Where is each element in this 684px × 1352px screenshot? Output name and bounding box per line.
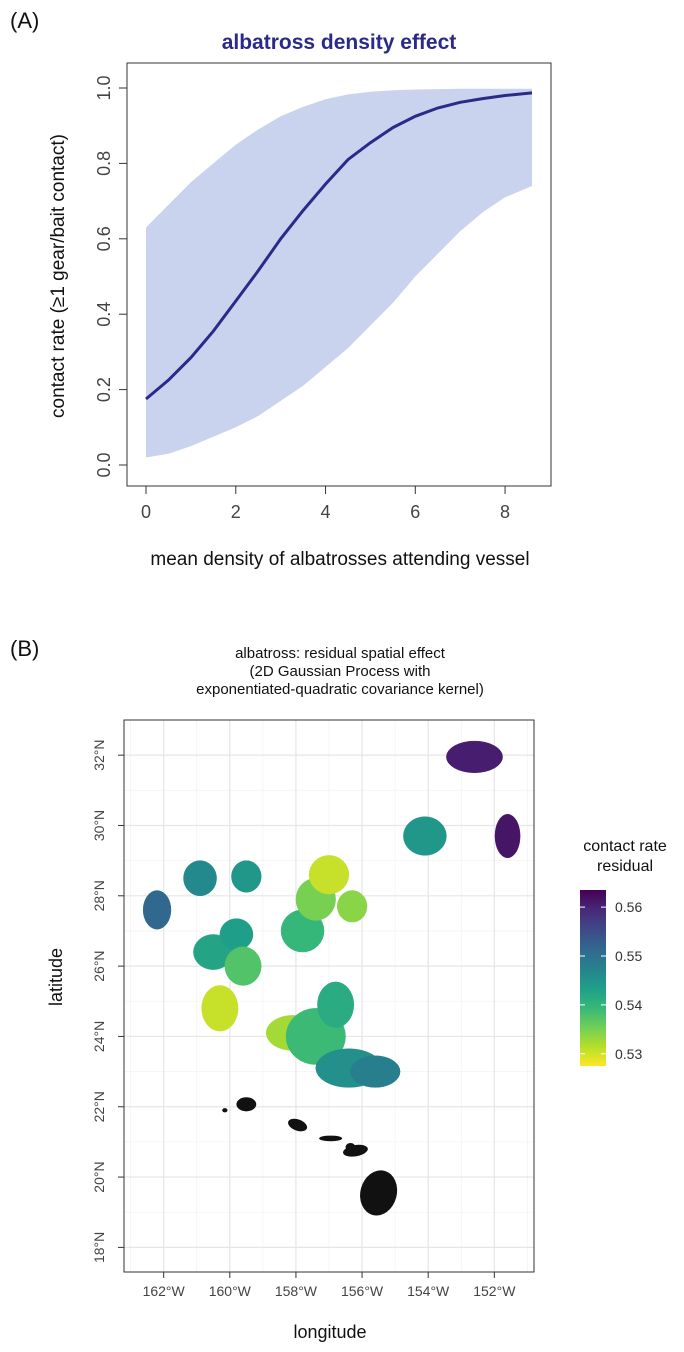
residual-region [308,855,350,895]
island [236,1097,257,1112]
y-tick-label: 0.0 [94,452,114,477]
y-tick-label: 0.8 [94,151,114,176]
y-axis-label: contact rate (≥1 gear/bait contact) [48,134,69,418]
plot-frame [126,62,552,487]
colorbar-tick-label: 0.55 [615,948,642,964]
residual-region [219,918,254,951]
y-tick-label: 0.6 [94,226,114,251]
x-tick-label: 152°W [473,1283,516,1299]
y-tick-label: 22°N [91,1091,107,1122]
y-tick-label: 26°N [91,950,107,981]
x-tick-label: 6 [410,502,420,522]
panel-a-label: (A) [10,8,40,33]
island [343,1144,368,1157]
residual-region [350,1055,401,1088]
y-tick-label: 30°N [91,810,107,841]
residual-region [231,860,262,893]
residual-region [183,860,217,897]
panel-b-label: (B) [10,636,40,661]
residual-region [142,890,172,930]
x-axis-label: mean density of albatrosses attending ve… [150,549,529,570]
residual-region [403,816,447,856]
island [288,1118,308,1132]
residual-region [224,946,262,986]
island [222,1108,228,1113]
x-axis-label: longitude [293,1322,366,1342]
chart-b-subtitle-line: exponentiated-quadratic covariance kerne… [196,681,484,698]
y-tick-label: 20°N [91,1161,107,1192]
colorbar-tick-label: 0.56 [615,899,642,915]
y-tick-label: 18°N [91,1232,107,1263]
colorbar-tick-label: 0.54 [615,997,642,1013]
map-frame [123,719,535,1273]
x-tick-label: 156°W [341,1283,384,1299]
y-axis-label: latitude [46,948,66,1006]
island [360,1170,398,1216]
y-tick-label: 1.0 [94,75,114,100]
x-tick-label: 2 [231,502,241,522]
colorbar [580,890,606,1066]
chart-b-title: albatross: residual spatial effect [235,645,446,662]
residual-region [446,740,503,773]
y-tick-label: 24°N [91,1021,107,1052]
residual-spatial-map: albatross: residual spatial effect(2D Ga… [46,645,667,1342]
x-tick-label: 160°W [209,1283,252,1299]
x-tick-label: 154°W [407,1283,450,1299]
residual-region [201,985,239,1032]
y-tick-label: 28°N [91,880,107,911]
chart-a-title: albatross density effect [222,31,457,54]
residual-region [317,981,355,1028]
island [319,1135,343,1142]
x-tick-label: 162°W [143,1283,186,1299]
colorbar-tick-label: 0.53 [615,1046,642,1062]
x-tick-label: 0 [141,502,151,522]
y-tick-label: 32°N [91,740,107,771]
x-tick-label: 158°W [275,1283,318,1299]
residual-regions [142,740,521,1088]
legend-title-line: residual [597,858,653,875]
mean-line [145,91,533,401]
residual-region [494,813,521,859]
y-tick-label: 0.2 [94,377,114,402]
density-effect-chart: albatross density effect 0 2 4 6 8 0.0 0.2 0.4 0.… [48,31,552,570]
legend-title-line: contact rate [583,838,667,855]
y-tick-label: 0.4 [94,302,114,327]
confidence-band [146,88,532,458]
x-tick-label: 8 [500,502,510,522]
x-tick-label: 4 [321,502,331,522]
chart-b-subtitle-line: (2D Gaussian Process with [250,663,431,680]
residual-region [337,890,368,923]
